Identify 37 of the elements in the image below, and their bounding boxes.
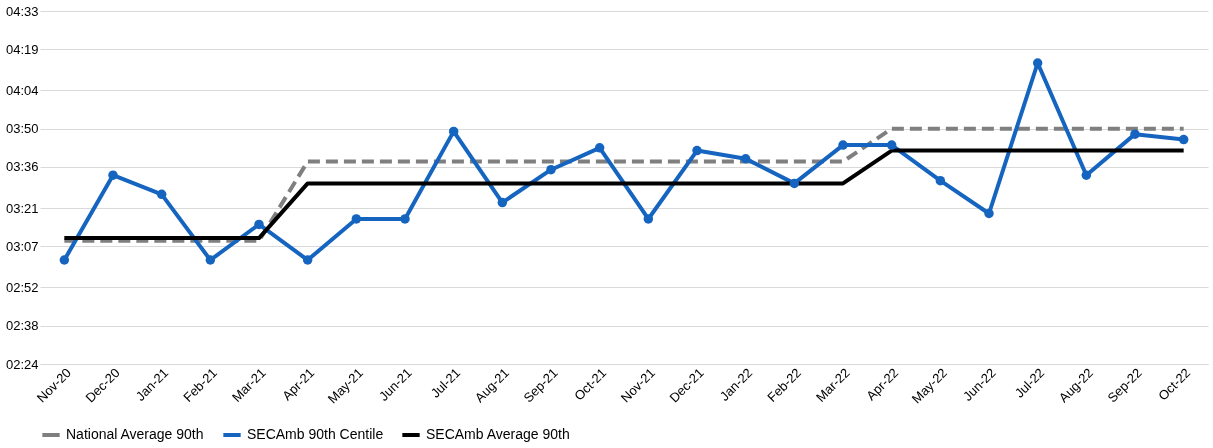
y-tick-label: 03:36 <box>5 159 39 175</box>
point <box>740 154 751 164</box>
y-tick-label: 04:19 <box>5 41 39 57</box>
point <box>886 140 897 150</box>
point <box>692 145 702 156</box>
y-tick-label: 02:38 <box>5 318 39 334</box>
legend-label: SECAmb Average 90th <box>426 426 570 442</box>
point <box>108 170 118 180</box>
y-tick-label: 03:21 <box>5 200 39 216</box>
point <box>156 189 167 200</box>
point <box>205 255 216 265</box>
legend-label: National Average 90th <box>66 426 204 442</box>
point <box>1130 129 1140 139</box>
point <box>1178 134 1189 145</box>
point <box>1032 58 1043 68</box>
point <box>448 126 459 137</box>
y-tick-label: 04:33 <box>5 3 39 19</box>
point <box>254 219 264 230</box>
point <box>838 140 848 150</box>
point <box>400 214 410 224</box>
y-tick-label: 04:04 <box>5 82 39 98</box>
point <box>546 164 556 175</box>
legend-label: SECAmb 90th Centile <box>247 426 384 442</box>
point <box>351 214 362 224</box>
y-tick-label: 03:07 <box>5 238 39 254</box>
point <box>643 214 654 224</box>
y-tick-label: 02:24 <box>5 356 39 372</box>
point <box>789 178 800 189</box>
point <box>935 175 946 186</box>
point <box>984 208 994 219</box>
point <box>1081 170 1092 180</box>
y-tick-label: 03:50 <box>5 121 39 137</box>
y-tick-label: 02:52 <box>5 279 39 295</box>
point <box>59 255 70 265</box>
point <box>497 197 508 208</box>
point <box>302 255 313 265</box>
point <box>594 143 605 153</box>
